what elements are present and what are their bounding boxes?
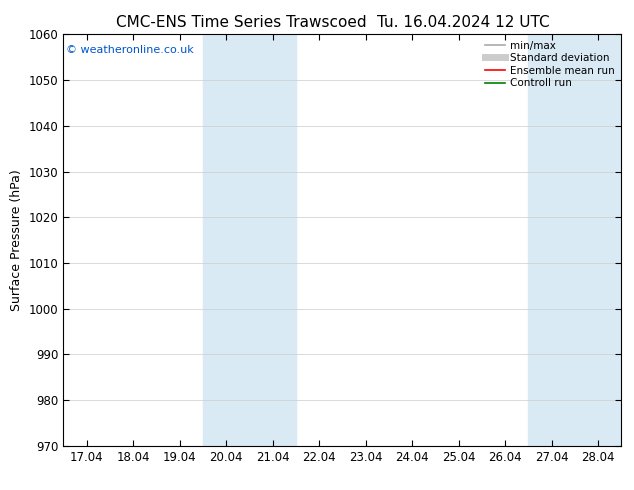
Bar bbox=[528, 34, 621, 446]
Legend: min/max, Standard deviation, Ensemble mean run, Controll run: min/max, Standard deviation, Ensemble me… bbox=[481, 36, 619, 93]
Text: Tu. 16.04.2024 12 UTC: Tu. 16.04.2024 12 UTC bbox=[377, 15, 549, 30]
Y-axis label: Surface Pressure (hPa): Surface Pressure (hPa) bbox=[10, 169, 23, 311]
Bar bbox=[203, 34, 296, 446]
Text: © weatheronline.co.uk: © weatheronline.co.uk bbox=[66, 45, 194, 54]
Text: CMC-ENS Time Series Trawscoed: CMC-ENS Time Series Trawscoed bbox=[115, 15, 366, 30]
